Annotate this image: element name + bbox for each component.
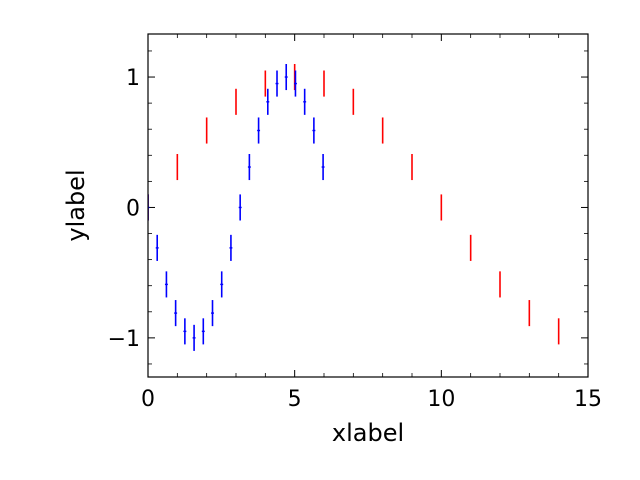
data-series	[148, 63, 560, 351]
x-axis-label: xlabel	[332, 419, 404, 447]
x-tick-label: 15	[574, 387, 602, 412]
y-tick-label: 0	[126, 196, 140, 221]
y-tick-label: 1	[126, 66, 140, 91]
y-axis-label: ylabel	[62, 169, 90, 241]
x-tick-label: 5	[288, 387, 302, 412]
x-tick-label: 0	[141, 387, 155, 412]
plot-frame	[147, 33, 589, 378]
y-tick-label: −1	[108, 327, 140, 352]
axis-ticks	[147, 34, 589, 377]
x-tick-label: 10	[427, 387, 455, 412]
tick-labels: 0 5 10 15 −1 0 1	[108, 66, 602, 412]
